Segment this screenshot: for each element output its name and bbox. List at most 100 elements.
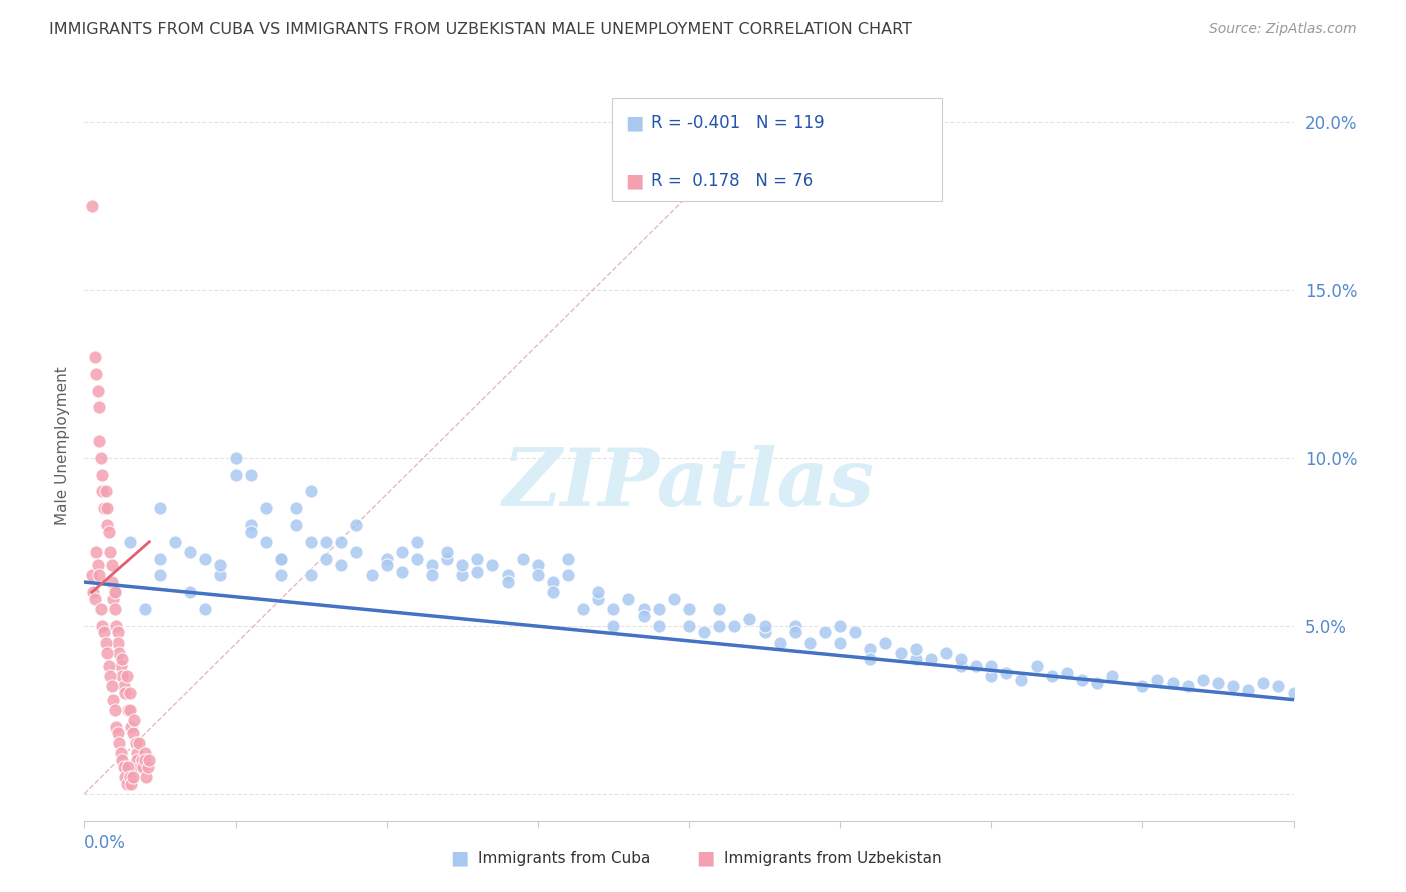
Point	[128, 736, 150, 750]
Point	[118, 703, 141, 717]
Point	[965, 659, 987, 673]
Point	[239, 518, 262, 533]
Point	[209, 568, 232, 582]
Point	[1237, 682, 1260, 697]
Point	[89, 568, 111, 582]
Text: ■: ■	[696, 848, 714, 868]
Point	[104, 602, 127, 616]
Point	[1222, 679, 1244, 693]
Point	[97, 524, 120, 539]
Point	[101, 591, 124, 606]
Point	[1146, 673, 1168, 687]
Point	[783, 625, 806, 640]
Point	[648, 602, 671, 616]
Point	[239, 467, 262, 482]
Point	[84, 591, 107, 606]
Point	[481, 558, 503, 573]
Point	[149, 501, 172, 516]
Point	[129, 760, 152, 774]
Point	[179, 545, 201, 559]
Point	[120, 777, 142, 791]
Point	[980, 659, 1002, 673]
Point	[239, 524, 262, 539]
Point	[118, 770, 141, 784]
Point	[91, 484, 114, 499]
Text: 0.0%: 0.0%	[84, 834, 127, 852]
Point	[84, 350, 107, 364]
Point	[121, 726, 143, 740]
Point	[97, 659, 120, 673]
Point	[118, 686, 141, 700]
Point	[799, 635, 821, 649]
Point	[678, 619, 700, 633]
Point	[149, 568, 172, 582]
Point	[118, 534, 141, 549]
Point	[995, 665, 1018, 680]
Point	[1056, 665, 1078, 680]
Point	[108, 736, 131, 750]
Point	[467, 551, 489, 566]
Point	[1101, 669, 1123, 683]
Point	[132, 760, 155, 774]
Point	[108, 646, 131, 660]
Point	[90, 602, 112, 616]
Point	[346, 545, 368, 559]
Text: ■: ■	[626, 171, 644, 191]
Point	[406, 534, 429, 549]
Point	[114, 686, 136, 700]
Point	[100, 679, 122, 693]
Point	[131, 753, 153, 767]
Point	[1177, 679, 1199, 693]
Point	[96, 518, 118, 533]
Point	[121, 770, 143, 784]
Point	[572, 602, 595, 616]
Point	[859, 652, 882, 666]
Point	[783, 619, 806, 633]
Point	[117, 703, 139, 717]
Point	[135, 770, 157, 784]
Point	[110, 747, 132, 761]
Point	[80, 199, 103, 213]
Point	[662, 591, 685, 606]
Point	[100, 558, 122, 573]
Point	[754, 619, 776, 633]
Point	[96, 501, 118, 516]
Point	[633, 608, 655, 623]
Point	[90, 450, 112, 465]
Point	[633, 602, 655, 616]
Point	[496, 568, 519, 582]
Point	[134, 747, 156, 761]
Point	[738, 612, 761, 626]
Point	[114, 770, 136, 784]
Point	[557, 568, 579, 582]
Point	[1206, 676, 1229, 690]
Text: IMMIGRANTS FROM CUBA VS IMMIGRANTS FROM UZBEKISTAN MALE UNEMPLOYMENT CORRELATION: IMMIGRANTS FROM CUBA VS IMMIGRANTS FROM …	[49, 22, 912, 37]
Point	[541, 585, 564, 599]
Point	[104, 585, 127, 599]
Point	[406, 551, 429, 566]
Point	[179, 585, 201, 599]
Point	[93, 501, 115, 516]
Point	[93, 625, 115, 640]
Point	[299, 568, 322, 582]
Point	[134, 602, 156, 616]
Point	[136, 760, 159, 774]
Point	[557, 551, 579, 566]
Point	[112, 679, 135, 693]
Point	[225, 450, 247, 465]
Point	[602, 602, 624, 616]
Point	[1025, 659, 1047, 673]
Point	[588, 591, 610, 606]
Point	[617, 591, 640, 606]
Y-axis label: Male Unemployment: Male Unemployment	[55, 367, 70, 525]
Point	[122, 713, 145, 727]
Point	[115, 669, 138, 683]
Point	[134, 753, 156, 767]
Point	[104, 585, 127, 599]
Point	[138, 753, 160, 767]
Point	[111, 753, 134, 767]
Point	[209, 558, 232, 573]
Point	[127, 747, 149, 761]
Point	[709, 602, 731, 616]
Point	[602, 619, 624, 633]
